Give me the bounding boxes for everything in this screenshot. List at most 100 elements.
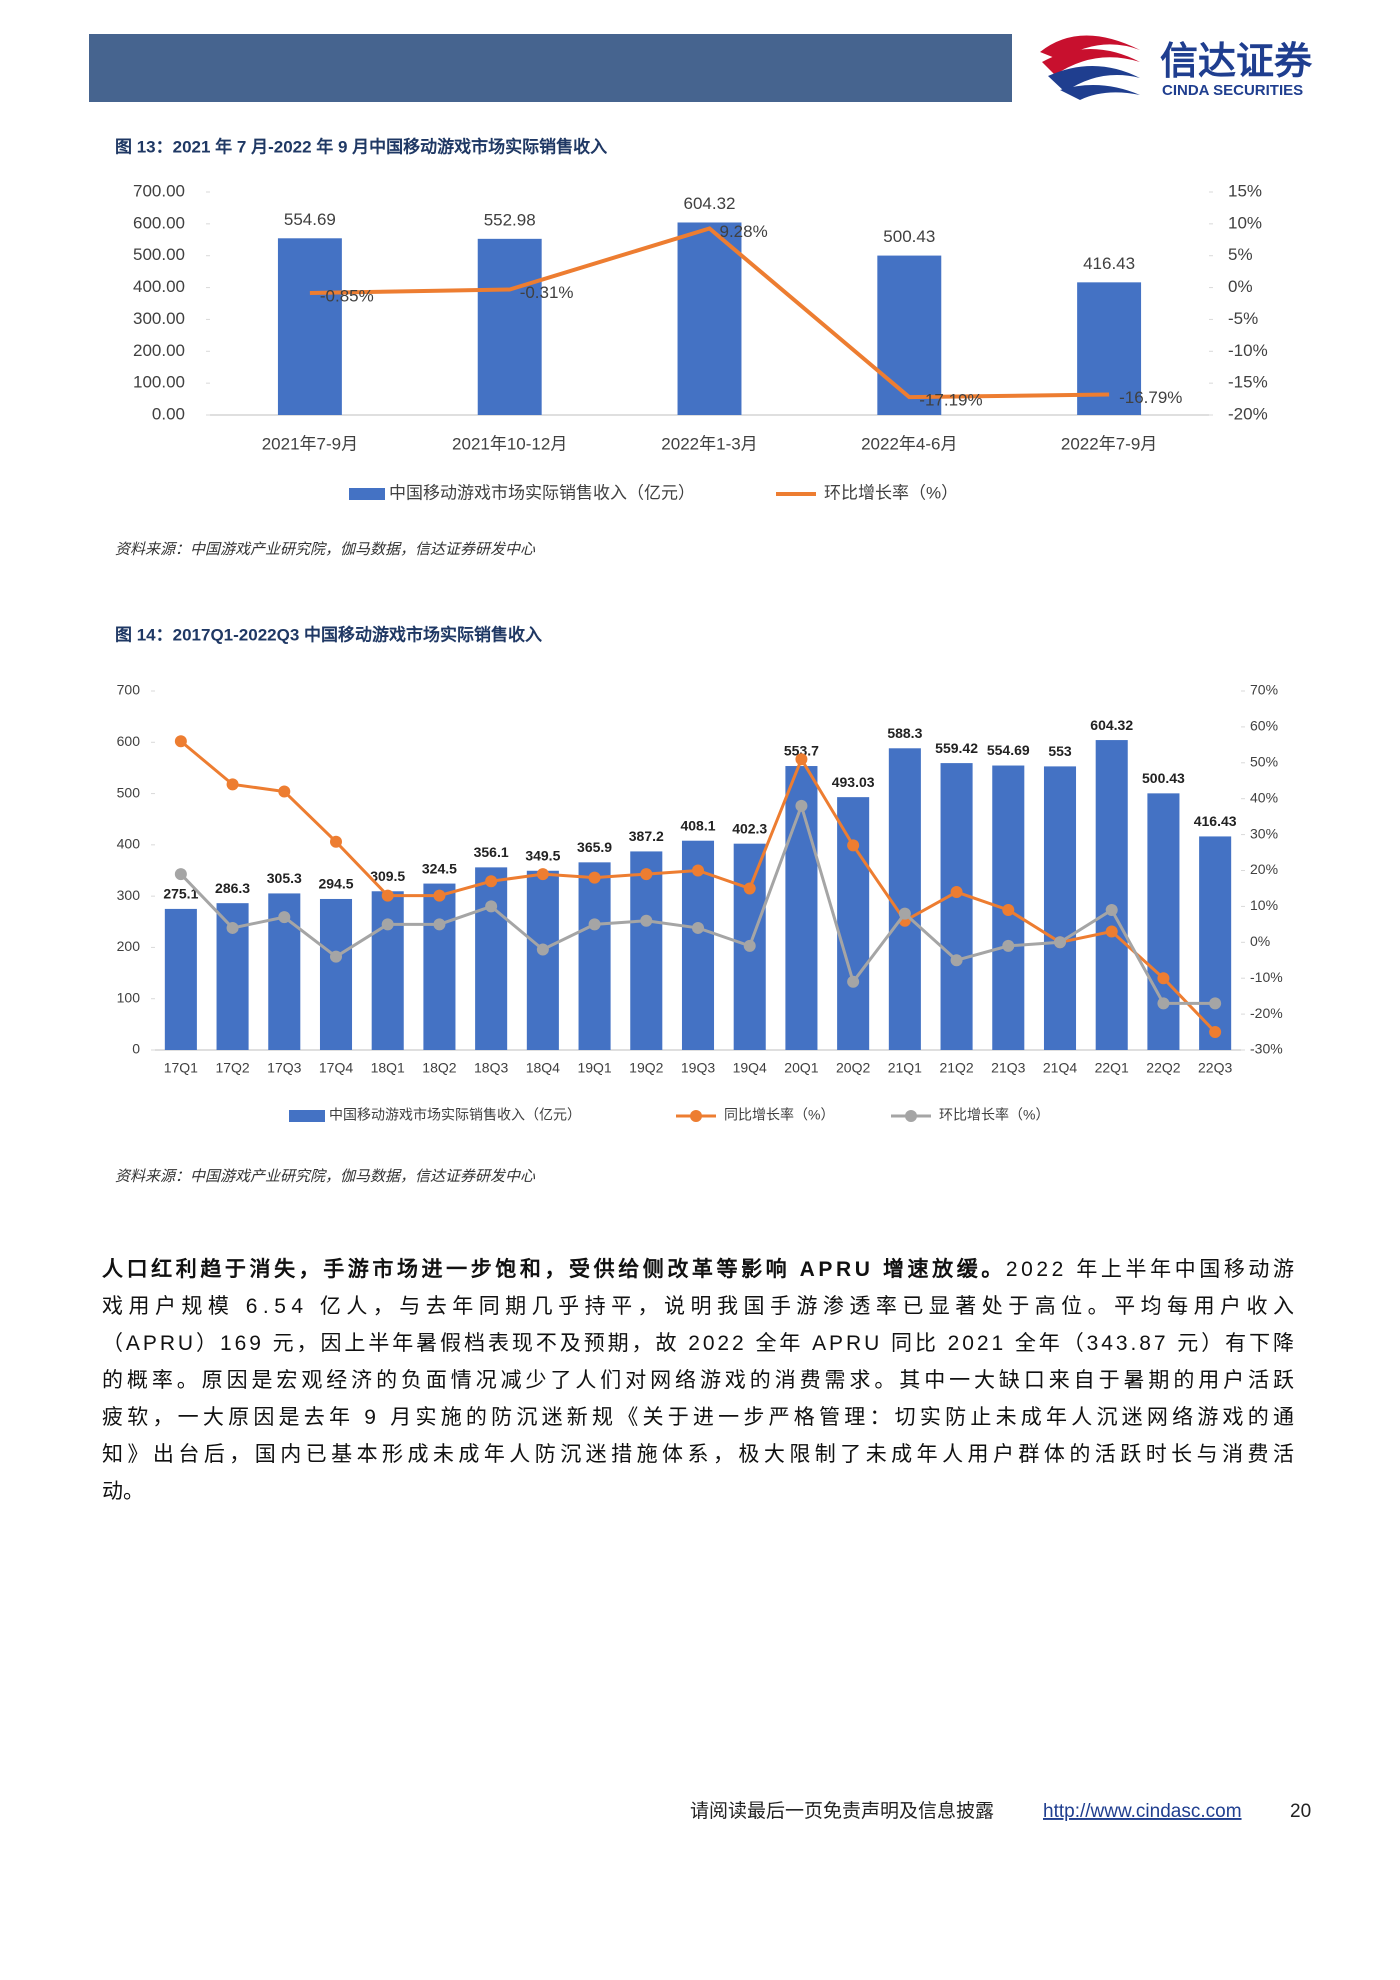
data-label: 324.5	[422, 860, 457, 876]
point	[847, 975, 860, 988]
bar	[277, 238, 342, 415]
legend-label: 环比增长率（%）	[824, 483, 958, 502]
bar	[677, 222, 742, 415]
text-span: 2022 年上半年中国移动游	[1006, 1258, 1294, 1281]
data-label: 275.1	[163, 886, 198, 902]
page-number: 20	[1290, 1801, 1311, 1822]
y2-tick-label: 5%	[1228, 245, 1253, 264]
data-label: 416.43	[1194, 813, 1237, 829]
point	[536, 943, 549, 956]
legend-label: 中国移动游戏市场实际销售收入（亿元）	[329, 1107, 581, 1123]
legend-label: 同比增长率（%）	[724, 1107, 834, 1123]
x-tick-label: 22Q2	[1146, 1060, 1180, 1076]
y2-tick-label: 40%	[1250, 789, 1278, 805]
y2-tick-label: 10%	[1250, 897, 1278, 913]
y2-tick-label: 60%	[1250, 718, 1278, 734]
data-label: -16.79%	[1119, 388, 1182, 407]
point	[433, 889, 446, 902]
text-line: 知》出台后，国内已基本形成未成年人防沉迷措施体系，极大限制了未成年人用户群体的活…	[102, 1443, 1294, 1466]
paragraph: 人口红利趋于消失，手游市场进一步饱和，受供给侧改革等影响 APRU 增速放缓。 2…	[102, 1257, 1294, 1503]
point	[692, 921, 704, 934]
x-tick-label: 19Q1	[577, 1060, 611, 1076]
y2-tick-label: 15%	[1228, 181, 1262, 200]
point	[950, 954, 963, 967]
data-label: 604.32	[684, 194, 736, 213]
y2-tick-label: -10%	[1228, 341, 1268, 360]
point	[278, 911, 291, 924]
y2-tick-label: 0%	[1228, 277, 1253, 296]
y-tick-label: 600	[117, 733, 141, 749]
y2-tick-label: 50%	[1250, 754, 1278, 770]
y2-tick-label: -20%	[1250, 1005, 1283, 1021]
point	[1054, 936, 1066, 949]
text-line: 人口红利趋于消失，手游市场进一步饱和，受供给侧改革等影响 APRU 增速放缓。 2…	[102, 1257, 1294, 1281]
bar	[475, 867, 508, 1050]
data-label: 416.43	[1083, 254, 1135, 273]
data-label: 500.43	[1142, 770, 1185, 786]
point	[898, 907, 911, 920]
data-label: 387.2	[629, 828, 664, 844]
data-label: 553.7	[784, 743, 819, 759]
header-bar	[89, 34, 1012, 102]
point	[226, 921, 239, 934]
data-label: -17.19%	[919, 391, 982, 410]
text-span: 知》出台后，国内已基本形成未成年人防沉迷措施体系，极大限制了未成年人用户群体的活…	[102, 1443, 1294, 1466]
bar	[319, 898, 353, 1050]
text-line: 的概率。原因是宏观经济的负面情况减少了人们对网络游戏的消费需求。其中一大缺口来自…	[102, 1369, 1294, 1392]
logo-mark	[1040, 35, 1140, 100]
x-tick-label: 18Q1	[371, 1060, 405, 1076]
y2-tick-label: -20%	[1228, 404, 1268, 423]
x-tick-label: 20Q1	[784, 1060, 818, 1076]
bar	[1095, 740, 1128, 1050]
source-note: 资料来源：中国游戏产业研究院，伽马数据，信达证券研发中心	[115, 1168, 536, 1185]
legend-swatch	[289, 1110, 325, 1122]
point	[743, 882, 756, 895]
x-tick-label: 17Q2	[215, 1060, 249, 1076]
chart-title: 图 13：2021 年 7 月-2022 年 9 月中国移动游戏市场实际销售收入	[115, 136, 607, 156]
point	[433, 918, 446, 931]
text-span: 疲软，一大原因是去年 9 月实施的防沉迷新规《关于进一步严格管理：切实防止未成年…	[102, 1406, 1294, 1429]
y-tick-label: 300.00	[133, 309, 185, 328]
y-tick-label: 700	[117, 682, 141, 698]
bar	[1043, 766, 1077, 1050]
x-tick-label: 2022年7-9月	[1061, 434, 1157, 453]
x-tick-label: 18Q3	[474, 1060, 508, 1076]
y-tick-label: 0.00	[152, 404, 185, 423]
x-tick-label: 18Q4	[526, 1060, 560, 1076]
x-tick-label: 21Q3	[991, 1060, 1025, 1076]
y-tick-label: 600.00	[133, 213, 185, 232]
point	[330, 950, 342, 963]
data-label: -0.85%	[320, 286, 374, 305]
data-label: 408.1	[680, 817, 715, 833]
point	[381, 918, 394, 931]
bar	[164, 908, 197, 1050]
y-tick-label: 200	[117, 938, 141, 954]
bar	[1199, 836, 1232, 1050]
data-label: 554.69	[284, 210, 336, 229]
data-label: 309.5	[370, 868, 405, 884]
y-tick-label: 500	[117, 784, 141, 800]
legend-swatch	[349, 488, 385, 500]
point	[485, 875, 498, 888]
y2-tick-label: 70%	[1250, 682, 1278, 698]
footer-link[interactable]: http://www.cindasc.com	[1043, 1801, 1242, 1822]
point	[795, 753, 808, 766]
lead-sentence: 人口红利趋于消失，手游市场进一步饱和，受供给侧改革等影响 APRU 增速放缓。	[102, 1257, 1002, 1281]
disclaimer: 请阅读最后一页免责声明及信息披露	[690, 1800, 994, 1822]
data-label: 349.5	[525, 847, 560, 863]
x-tick-label: 21Q1	[888, 1060, 922, 1076]
line	[309, 226, 1110, 400]
x-tick-label: 21Q4	[1043, 1060, 1077, 1076]
point	[1157, 972, 1170, 985]
text-line: 动。	[102, 1480, 144, 1503]
data-label: 559.42	[935, 740, 978, 756]
bar	[888, 748, 921, 1050]
bar	[877, 255, 942, 415]
data-label: 365.9	[577, 839, 612, 855]
x-tick-label: 17Q4	[319, 1060, 353, 1076]
bar	[578, 862, 611, 1050]
x-tick-label: 19Q3	[681, 1060, 715, 1076]
text-line: 疲软，一大原因是去年 9 月实施的防沉迷新规《关于进一步严格管理：切实防止未成年…	[102, 1406, 1294, 1429]
bar	[423, 883, 456, 1050]
y2-tick-label: -10%	[1250, 969, 1283, 985]
